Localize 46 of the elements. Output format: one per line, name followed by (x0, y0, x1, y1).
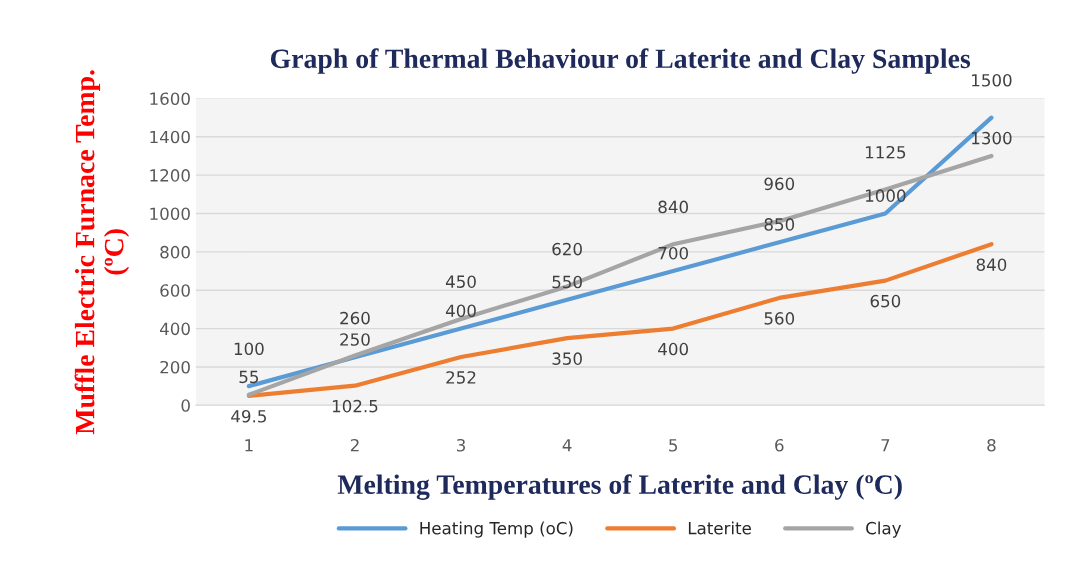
data-label: 840 (976, 258, 1007, 271)
x-tick-label: 8 (987, 438, 996, 452)
legend-label: Clay (866, 521, 902, 538)
data-label: 550 (552, 275, 582, 289)
data-label: 252 (446, 371, 476, 384)
data-label: 650 (870, 294, 901, 308)
data-label: 49.5 (231, 409, 266, 423)
y-tick-label: 400 (159, 322, 190, 336)
y-tick-label: 1200 (150, 169, 190, 182)
x-tick-label: 5 (669, 439, 678, 452)
x-tick-label: 2 (350, 438, 359, 452)
y-tick-label: 0 (181, 399, 190, 412)
legend-label: Laterite (688, 521, 751, 535)
y-axis-title: Muffle Electric Furnace Temp. (ºC) (74, 70, 130, 435)
data-label: 960 (764, 177, 795, 191)
x-axis-title: Melting Temperatures of Laterite and Clay (ºC) (337, 474, 902, 500)
data-label: 250 (340, 333, 370, 346)
x-tick-label: 7 (881, 439, 890, 452)
data-label: 102.5 (332, 399, 378, 413)
data-label: 350 (552, 352, 582, 365)
y-tick-label: 800 (160, 245, 190, 259)
data-label: 400 (445, 304, 476, 318)
y-tick-label: 200 (160, 360, 190, 374)
x-tick-label: 4 (562, 439, 572, 452)
data-label: 260 (340, 311, 370, 325)
y-tick-label: 1000 (150, 207, 190, 221)
data-label: 1125 (865, 145, 906, 159)
data-label: 840 (658, 200, 688, 214)
data-label: 620 (552, 242, 582, 256)
data-label: 560 (764, 312, 795, 325)
data-label: 850 (764, 218, 795, 231)
data-label: 450 (445, 275, 476, 288)
x-tick-label: 6 (775, 438, 784, 452)
data-label: 400 (658, 342, 688, 356)
chart-title: Graph of Thermal Behaviour of Laterite and Clay Samples (270, 48, 971, 74)
data-label: 1300 (972, 131, 1012, 145)
data-label: 1500 (972, 74, 1012, 87)
data-label: 700 (658, 246, 688, 260)
data-label: 55 (239, 370, 259, 384)
x-tick-label: 1 (245, 439, 253, 452)
legend-label: Heating Temp (oC) (420, 521, 573, 538)
data-label: 100 (234, 342, 264, 356)
y-tick-label: 1400 (150, 130, 190, 144)
x-tick-label: 3 (457, 438, 466, 452)
y-tick-label: 1600 (150, 92, 190, 105)
y-tick-label: 600 (160, 284, 190, 297)
